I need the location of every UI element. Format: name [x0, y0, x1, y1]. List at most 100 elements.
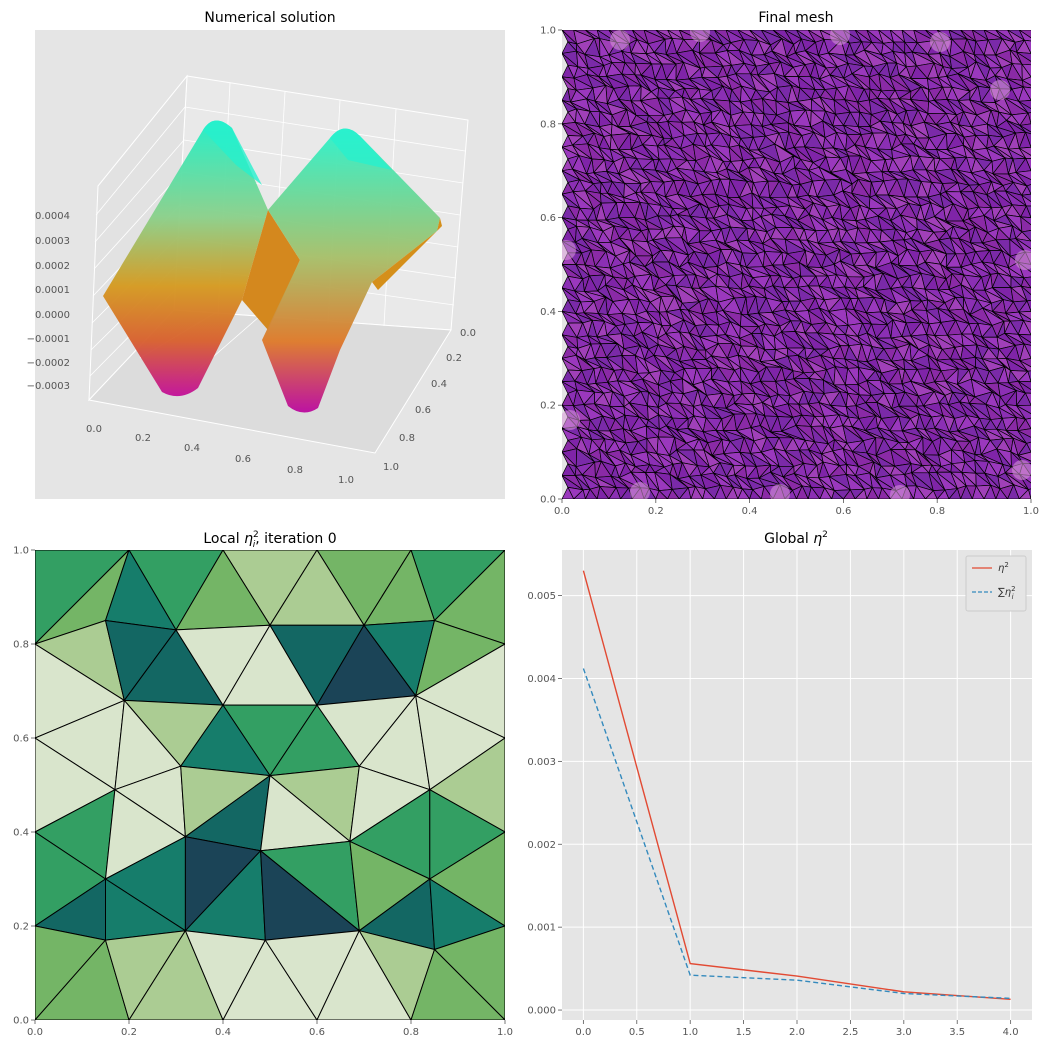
- line-series: [582, 570, 1011, 1000]
- x-tick-label: 0.8: [403, 1027, 419, 1038]
- legend-label-eta: η2: [998, 561, 1009, 574]
- mesh-triangle: [854, 488, 868, 499]
- mesh-triangle: [702, 487, 715, 499]
- y-tick-label: 0.002: [527, 840, 556, 851]
- mesh-triangle: [725, 486, 739, 499]
- x-tick-label: 0.6: [835, 506, 851, 517]
- y-tick-label: 0.0: [460, 328, 476, 339]
- mesh-triangle: [608, 486, 622, 499]
- panel-title-numerical-solution: Numerical solution: [204, 10, 335, 26]
- x-tick-label: 1.0: [497, 1027, 513, 1038]
- mesh-triangle: [585, 488, 598, 499]
- mesh-triangle: [1021, 286, 1031, 302]
- y-tick-label: 0.8: [13, 640, 29, 651]
- mesh-light-patch: [562, 410, 580, 430]
- x-tick-label: 0.0: [575, 1027, 591, 1038]
- heat-triangle: [410, 948, 505, 1020]
- x-tick-label: 0.0: [554, 506, 570, 517]
- y-tick-label: 0.6: [540, 213, 556, 224]
- panel-title-local-eta: Local η2 i, iteration 0: [203, 530, 336, 550]
- mesh-triangle: [678, 486, 692, 499]
- panel-global-eta: Global η2 0.0 0.5 1.0 1.5 2.0 2.5 3.0 3.5 4.00.0…: [527, 530, 1032, 1038]
- series-eta-line: [582, 570, 1011, 1000]
- x-tick-label: 2.0: [789, 1027, 805, 1038]
- x-tick-label: 0.5: [629, 1027, 645, 1038]
- y-tick-label: 0.8: [399, 433, 415, 444]
- mesh-triangle: [1019, 360, 1031, 372]
- mesh-triangle: [1018, 101, 1031, 114]
- mesh-triangle: [807, 486, 821, 499]
- mesh-triangle: [1019, 125, 1031, 135]
- y-tick-label: 0.2: [540, 401, 556, 412]
- panel-final-mesh: Final mesh 0.0 0.2 0.4 0.6 0.8 1.00.00.20.40.…: [540, 10, 1039, 517]
- z-tick-label: 0.0004: [35, 211, 70, 222]
- series-sum-eta-line: [582, 668, 1011, 1000]
- surface-z-tick-labels: 0.0004 0.0003 0.0002 0.0001 0.0000 −0.00…: [27, 211, 70, 392]
- mesh-light-patch: [1015, 250, 1031, 270]
- x-tick-label: 1.0: [682, 1027, 698, 1038]
- y-tick-label: 0.2: [13, 922, 29, 933]
- mesh-triangle: [573, 489, 586, 499]
- y-tick-label: 0.0: [13, 1016, 29, 1027]
- mesh-triangle: [1018, 147, 1031, 159]
- mesh-triangle: [690, 485, 704, 499]
- mesh-triangle: [1018, 488, 1031, 499]
- y-tick-label: 0.4: [431, 379, 447, 390]
- mesh-triangle: [936, 489, 950, 499]
- mesh-triangle: [960, 484, 973, 499]
- mesh-light-patch: [562, 240, 576, 260]
- mesh-light-patch: [830, 30, 850, 45]
- mesh-triangle: [749, 488, 762, 499]
- mesh-triangle: [760, 485, 774, 499]
- mesh-triangle: [1017, 430, 1031, 444]
- mesh-light-patch: [610, 30, 630, 50]
- y-tick-label: 0.001: [527, 923, 556, 934]
- mesh-light-patch: [630, 482, 650, 499]
- x-tick-label: 1.0: [1023, 506, 1039, 517]
- y-tick-label: 0.0: [540, 495, 556, 506]
- panel-title-global-eta: Global η2: [764, 530, 828, 547]
- line-ticks: 0.0 0.5 1.0 1.5 2.0 2.5 3.0 3.5 4.0 0.000 0.001 0.0…: [527, 591, 1018, 1038]
- mesh-light-patch: [690, 30, 710, 42]
- mesh-triangle: [866, 486, 879, 499]
- mesh-triangulation: [562, 30, 1031, 499]
- y-tick-label: 0.4: [540, 307, 556, 318]
- mesh-triangle: [819, 487, 833, 499]
- x-tick-label: 0.8: [287, 465, 303, 476]
- z-tick-label: −0.0002: [27, 358, 70, 369]
- mesh-triangle: [878, 487, 891, 499]
- x-tick-label: 0.6: [309, 1027, 325, 1038]
- y-tick-label: 1.0: [13, 546, 29, 557]
- z-tick-label: 0.0002: [35, 261, 70, 272]
- mesh-triangle: [1007, 483, 1020, 499]
- mesh-triangle: [1017, 381, 1031, 394]
- mesh-triangle: [667, 488, 680, 499]
- surface-y-tick-labels: 0.0 0.2 0.4 0.6 0.8 1.0: [383, 328, 476, 473]
- mesh-ticks: 0.0 0.2 0.4 0.6 0.8 1.0 0.0 0.2 0.4 0.6 0.8 1.0: [540, 26, 1039, 518]
- mesh-triangle: [983, 484, 997, 499]
- x-tick-label: 0.0: [86, 424, 102, 435]
- mesh-triangle: [831, 489, 844, 499]
- x-tick-label: 0.4: [215, 1027, 231, 1038]
- mesh-triangle: [796, 485, 809, 499]
- x-tick-label: 0.0: [27, 1027, 43, 1038]
- z-tick-label: 0.0000: [35, 310, 70, 321]
- mesh-light-patch: [890, 485, 910, 499]
- surface-plot: [103, 120, 442, 413]
- x-tick-label: 0.2: [648, 506, 664, 517]
- mesh-triangle: [924, 490, 938, 499]
- x-tick-label: 0.4: [184, 443, 200, 454]
- mesh-triangle: [714, 484, 727, 499]
- y-tick-label: 0.005: [527, 591, 556, 602]
- y-tick-label: 0.000: [527, 1006, 556, 1017]
- heat-ticks: 0.0 0.2 0.4 0.6 0.8 1.0 0.0 0.2 0.4 0.6 0.8 1.0: [13, 546, 513, 1039]
- y-tick-label: 0.2: [446, 353, 462, 364]
- x-tick-label: 2.5: [842, 1027, 858, 1038]
- x-tick-label: 4.0: [1003, 1027, 1019, 1038]
- x-tick-label: 0.2: [135, 433, 151, 444]
- mesh-triangle: [948, 487, 962, 499]
- mesh-triangle: [1016, 405, 1031, 420]
- mesh-triangle: [1015, 172, 1031, 187]
- mesh-light-patch: [990, 80, 1010, 100]
